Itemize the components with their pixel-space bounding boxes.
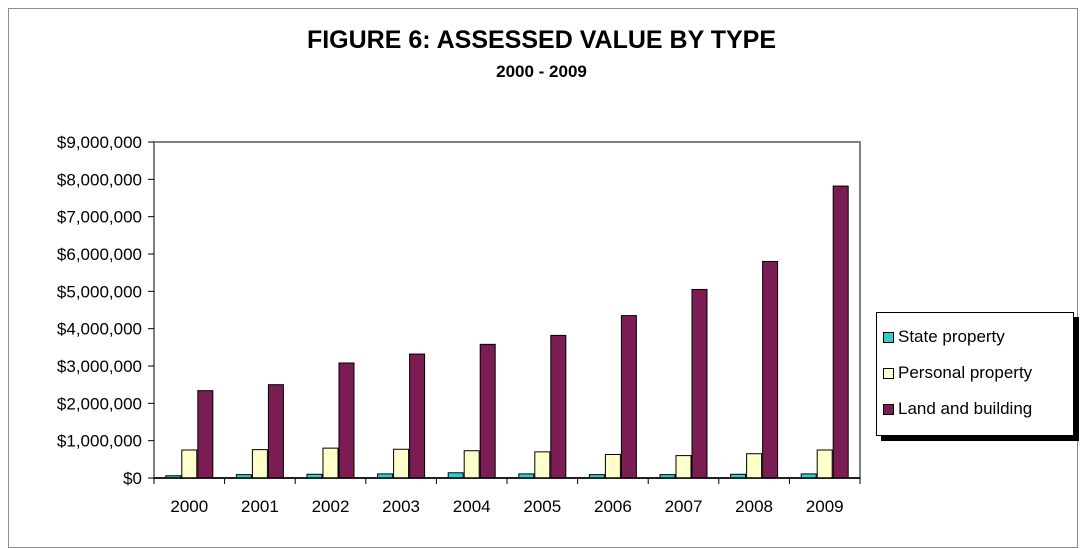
bar-personal-property-2004 xyxy=(463,450,480,479)
legend-label-personal-property: Personal property xyxy=(898,363,1033,382)
bar-personal-property-2009 xyxy=(816,449,833,479)
legend-label-state-property: State property xyxy=(898,327,1005,346)
x-tick-label: 2003 xyxy=(382,497,420,516)
y-tick-label: $4,000,000 xyxy=(57,320,142,339)
bar-land-and-building-2006 xyxy=(620,315,637,479)
y-tick-label: $6,000,000 xyxy=(57,245,142,264)
bar-personal-property-2001 xyxy=(251,449,268,479)
x-tick-label: 2002 xyxy=(312,497,350,516)
legend-swatch-state-property xyxy=(883,331,894,343)
bar-land-and-building-2009 xyxy=(832,185,849,479)
x-tick-label: 2004 xyxy=(453,497,491,516)
bar-land-and-building-2005 xyxy=(550,334,567,479)
bar-land-and-building-2000 xyxy=(197,390,214,479)
y-tick-label: $7,000,000 xyxy=(57,208,142,227)
chart-title: FIGURE 6: ASSESSED VALUE BY TYPE xyxy=(306,26,777,54)
legend-swatch-land-and-building xyxy=(883,403,894,415)
x-tick-label: 2000 xyxy=(170,497,208,516)
y-tick-label: $2,000,000 xyxy=(57,394,142,413)
y-tick-label: $0 xyxy=(123,469,142,488)
bar-personal-property-2002 xyxy=(322,447,339,479)
bar-personal-property-2003 xyxy=(393,448,410,479)
bar-land-and-building-2002 xyxy=(338,362,355,479)
y-tick-label: $8,000,000 xyxy=(57,170,142,189)
legend-swatch-personal-property xyxy=(883,367,894,379)
legend-label-land-and-building: Land and building xyxy=(898,399,1033,418)
x-tick-label: 2007 xyxy=(665,497,703,516)
y-tick-label: $5,000,000 xyxy=(57,282,142,301)
chart-subtitle: 2000 - 2009 xyxy=(496,62,587,81)
y-tick-label: $3,000,000 xyxy=(57,357,142,376)
x-tick-label: 2005 xyxy=(523,497,561,516)
x-tick-label: 2006 xyxy=(594,497,632,516)
legend-item-state-property: State property xyxy=(877,319,1073,355)
y-tick-label: $1,000,000 xyxy=(57,432,142,451)
plot-area xyxy=(153,141,861,479)
bar-state-property-2004 xyxy=(447,472,464,479)
bar-personal-property-2008 xyxy=(746,453,763,479)
y-tick-label: $9,000,000 xyxy=(57,133,142,152)
bar-land-and-building-2001 xyxy=(267,384,284,479)
bar-personal-property-2005 xyxy=(534,451,551,479)
x-tick-label: 2009 xyxy=(806,497,844,516)
bar-personal-property-2006 xyxy=(604,453,621,479)
bar-personal-property-2007 xyxy=(675,455,692,479)
bar-land-and-building-2008 xyxy=(762,260,779,479)
legend: State property Personal property Land an… xyxy=(876,312,1074,436)
bar-personal-property-2000 xyxy=(181,449,198,479)
legend-item-personal-property: Personal property xyxy=(877,355,1073,391)
bar-land-and-building-2003 xyxy=(409,353,426,479)
bar-land-and-building-2004 xyxy=(479,343,496,479)
x-tick-label: 2008 xyxy=(735,497,773,516)
x-tick-label: 2001 xyxy=(241,497,279,516)
legend-item-land-and-building: Land and building xyxy=(877,391,1073,427)
bar-land-and-building-2007 xyxy=(691,288,708,479)
